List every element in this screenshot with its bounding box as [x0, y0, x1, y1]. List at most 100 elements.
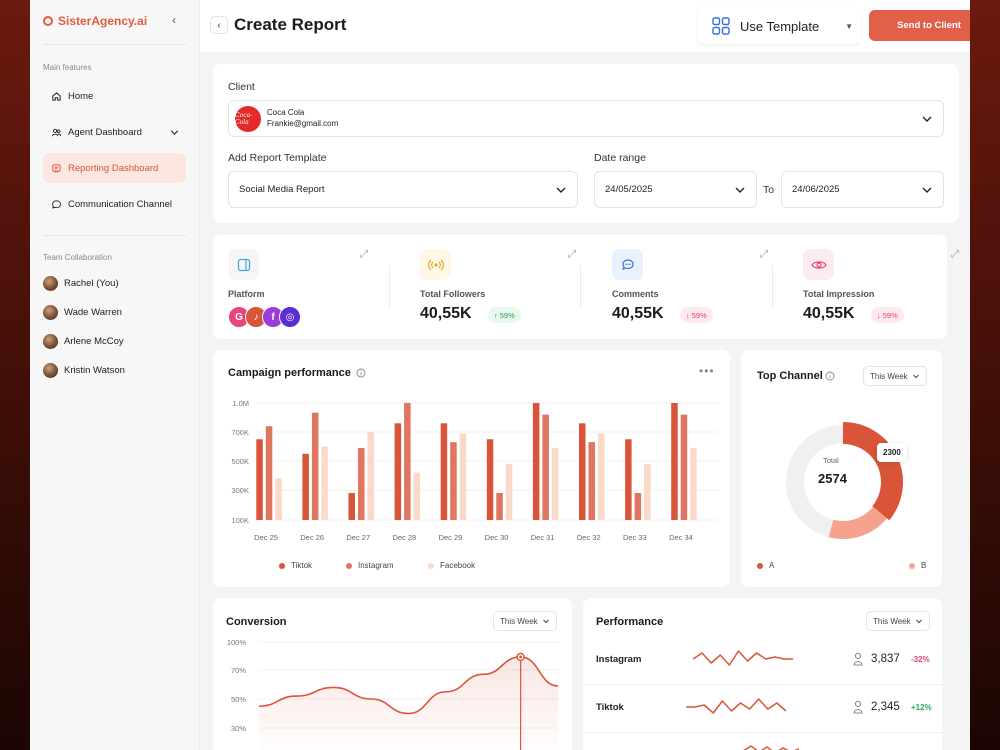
bar-instagram[interactable]: [634, 493, 642, 520]
conversion-area: [259, 656, 558, 750]
bar-facebook[interactable]: [690, 447, 697, 520]
sidebar-item-label: Home: [68, 90, 94, 102]
performance-period-dropdown[interactable]: This Week: [866, 611, 930, 631]
bar-tiktok[interactable]: [579, 423, 586, 520]
bar-facebook[interactable]: [505, 463, 513, 520]
more-options-icon[interactable]: •••: [699, 364, 715, 378]
sidebar-item-home[interactable]: Home: [43, 81, 186, 111]
team-member[interactable]: Arlene McCoy: [43, 334, 124, 349]
performance-row-tiktok[interactable]: Tiktok 2,345 +12%: [583, 685, 943, 733]
top-bar: ‹ Create Report Use Template ▼ Send to C…: [200, 0, 970, 52]
bar-instagram[interactable]: [450, 442, 457, 520]
bar-instagram[interactable]: [542, 414, 549, 520]
bar-instagram[interactable]: [680, 414, 688, 520]
brand-logo[interactable]: SisterAgency.ai: [43, 14, 147, 28]
x-tick-label: Dec 31: [531, 533, 555, 542]
date-from-select[interactable]: 24/05/2025: [594, 171, 757, 208]
legend-swatch: [757, 562, 763, 569]
bar-facebook[interactable]: [551, 447, 559, 520]
divider: [772, 265, 773, 309]
bar-tiktok[interactable]: [256, 439, 263, 520]
expand-icon[interactable]: ⤢: [360, 249, 368, 260]
sidebar: SisterAgency.ai ‹ Main features Home Age…: [30, 0, 200, 750]
bar-tiktok[interactable]: [625, 439, 632, 520]
date-to-label: To: [763, 184, 775, 196]
use-template-dropdown[interactable]: Use Template ▼: [698, 8, 861, 44]
y-tick-label: 300K: [231, 486, 249, 495]
conversion-period-dropdown[interactable]: This Week: [493, 611, 557, 631]
sidebar-item-communication-channel[interactable]: Communication Channel: [43, 189, 186, 219]
followers-value: 40,55K: [420, 305, 472, 322]
send-to-client-button[interactable]: Send to Client: [869, 10, 970, 41]
collapse-sidebar-icon[interactable]: ‹: [172, 13, 176, 27]
info-icon[interactable]: [825, 371, 835, 381]
chevron-down-icon: [735, 187, 745, 193]
template-select[interactable]: Social Media Report: [228, 171, 578, 208]
page-title: Create Report: [234, 15, 347, 34]
tiktok-sparkline: [686, 698, 787, 714]
expand-icon[interactable]: ⤢: [951, 249, 959, 260]
bar-facebook[interactable]: [459, 433, 467, 520]
legend-a: A: [757, 561, 774, 570]
sidebar-item-reporting-dashboard[interactable]: Reporting Dashboard: [43, 153, 186, 183]
sidebar-item-agent-dashboard[interactable]: Agent Dashboard: [43, 117, 186, 147]
x-tick-label: Dec 26: [300, 533, 324, 542]
bar-tiktok[interactable]: [440, 423, 448, 520]
bar-instagram[interactable]: [311, 412, 319, 520]
followers-stat: ⤢ Total Followers 40,55K ↑ 59%: [420, 249, 600, 329]
channel-change: +12%: [911, 703, 932, 712]
bar-facebook[interactable]: [367, 432, 375, 520]
performance-row-instagram[interactable]: Instagram 3,837 -32%: [583, 637, 943, 685]
team-member[interactable]: Rachel (You): [43, 276, 119, 291]
chevron-down-icon[interactable]: [169, 127, 180, 138]
divider: [43, 235, 186, 236]
legend-facebook: Facebook: [428, 561, 475, 570]
comments-change: 59%: [691, 310, 707, 320]
donut-center: [805, 444, 881, 520]
bar-tiktok[interactable]: [486, 439, 494, 520]
bar-facebook[interactable]: [644, 463, 651, 520]
arrow-up-icon: ↑: [494, 310, 498, 320]
bar-facebook[interactable]: [321, 446, 328, 521]
campaign-title: Campaign performance: [228, 367, 351, 379]
bar-tiktok[interactable]: [394, 423, 402, 520]
template-value: Social Media Report: [239, 184, 325, 195]
template-label: Add Report Template: [228, 152, 327, 164]
home-icon: [52, 91, 61, 101]
bar-facebook[interactable]: [598, 433, 605, 520]
bar-tiktok[interactable]: [348, 493, 356, 520]
expand-icon[interactable]: ⤢: [760, 249, 768, 260]
client-select[interactable]: Coca-Cola Coca Cola Frankie@gmail.com: [228, 100, 944, 137]
y-tick-label: 50%: [231, 695, 246, 704]
sidebar-item-label: Agent Dashboard: [68, 126, 142, 138]
date-to-select[interactable]: 24/06/2025: [781, 171, 944, 208]
instagram-sparkline: [693, 650, 793, 666]
bar-tiktok[interactable]: [532, 403, 540, 520]
bar-instagram[interactable]: [404, 403, 411, 520]
donut-slice-b[interactable]: [828, 506, 887, 539]
campaign-performance-card: Campaign performance ••• 1.0M 700K 500K 300…: [213, 350, 730, 587]
back-button[interactable]: ‹: [210, 16, 228, 34]
team-member[interactable]: Kristin Watson: [43, 363, 125, 378]
section-main-features: Main features: [43, 63, 92, 72]
top-channel-period-dropdown[interactable]: This Week: [863, 366, 927, 386]
comments-label: Comments: [612, 289, 659, 299]
chevron-down-icon: [922, 187, 932, 193]
bar-instagram[interactable]: [265, 426, 273, 520]
avatar: [43, 305, 58, 320]
bar-facebook[interactable]: [413, 472, 421, 520]
x-tick-label: Dec 32: [577, 533, 601, 542]
conversion-title: Conversion: [226, 616, 287, 628]
expand-icon[interactable]: ⤢: [568, 249, 576, 260]
section-team-collaboration: Team Collaboration: [43, 253, 112, 262]
info-icon[interactable]: [356, 368, 366, 378]
bar-tiktok[interactable]: [671, 403, 678, 520]
bar-instagram[interactable]: [496, 493, 503, 520]
sparkline: [693, 650, 793, 666]
bar-tiktok[interactable]: [302, 453, 309, 520]
team-member[interactable]: Wade Warren: [43, 305, 122, 320]
bar-instagram[interactable]: [588, 442, 596, 520]
bar-facebook[interactable]: [275, 478, 282, 520]
bar-instagram[interactable]: [358, 447, 365, 520]
conversion-line-chart: 100% 70% 50% 30%: [227, 638, 559, 750]
